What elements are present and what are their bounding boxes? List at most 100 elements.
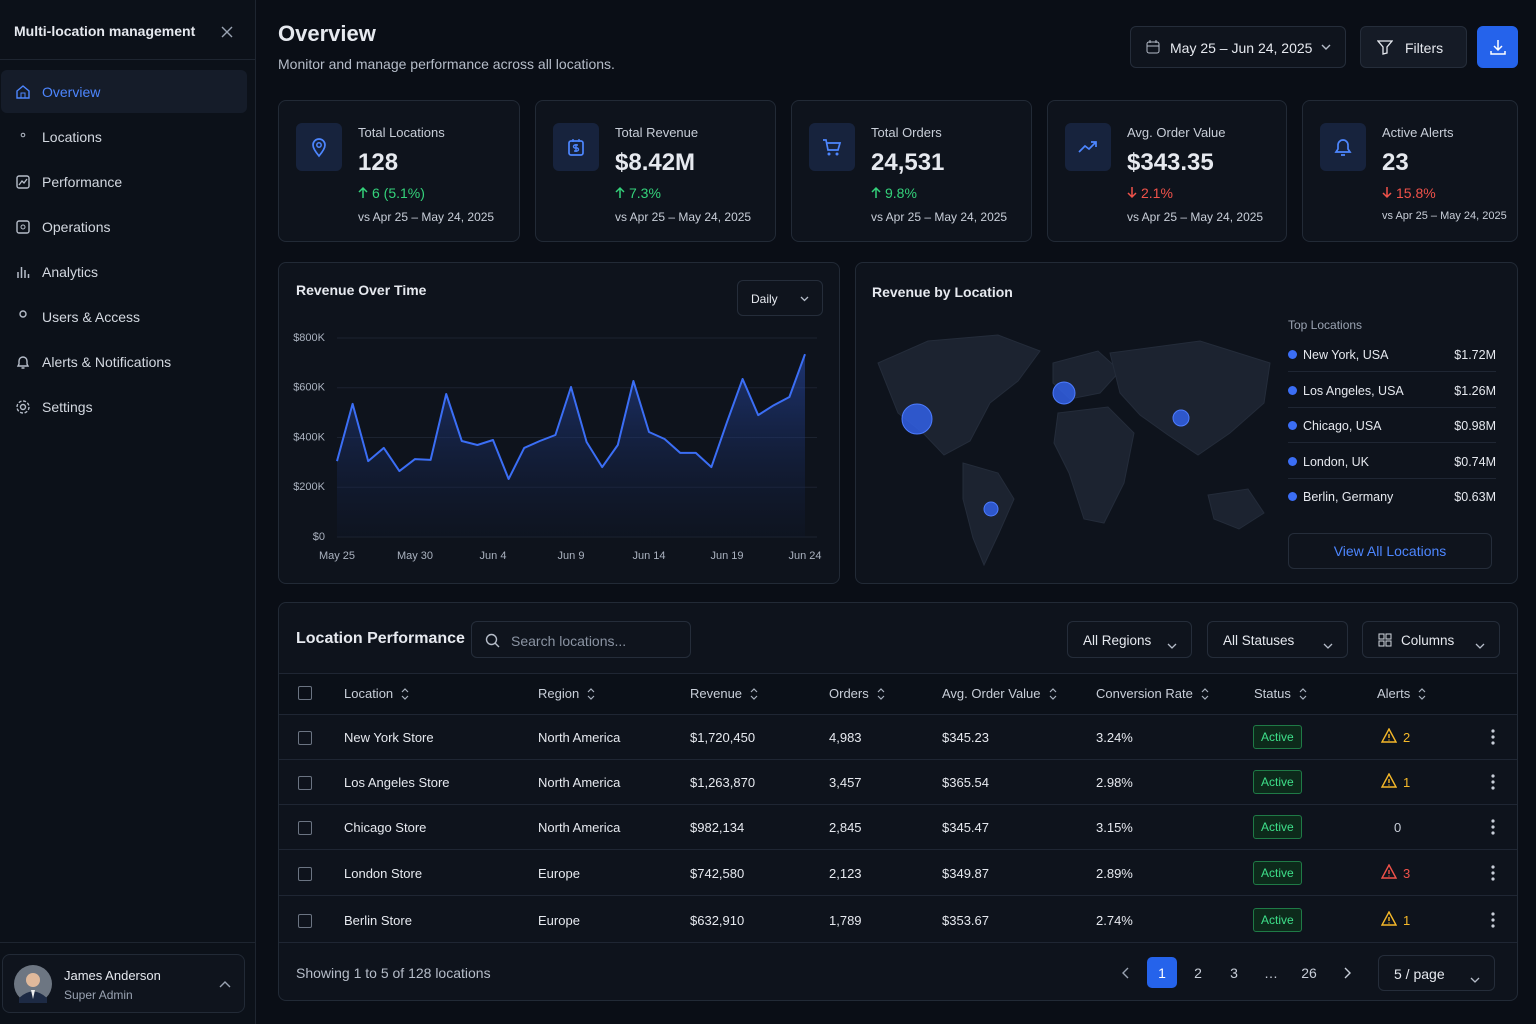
columns-icon-svg	[1378, 633, 1392, 647]
trend-arrow-svg	[358, 186, 368, 198]
trend-arrow-svg	[615, 186, 625, 198]
column-header[interactable]: Location	[344, 686, 394, 701]
nav-icon-svg	[16, 220, 30, 234]
trend-arrow	[1127, 186, 1137, 199]
column-header[interactable]: Revenue	[690, 686, 743, 701]
nav-icon	[15, 399, 31, 415]
kpi-icon-svg	[823, 139, 842, 156]
nav-item[interactable]: Operations	[1, 205, 247, 248]
page-button[interactable]: 3	[1219, 957, 1249, 988]
nav-item[interactable]: Locations	[1, 115, 247, 158]
row-checkbox[interactable]	[298, 867, 312, 881]
next-page	[1344, 966, 1352, 979]
next-page-svg	[1344, 967, 1351, 979]
location-name: London, UK	[1303, 454, 1370, 469]
sidebar-title: Multi-location management	[14, 23, 196, 39]
page-button[interactable]: 26	[1294, 957, 1324, 988]
row-checkbox[interactable]	[298, 776, 312, 790]
column-header[interactable]: Conversion Rate	[1096, 686, 1193, 701]
date-range-picker[interactable]: May 25 – Jun 24, 2025	[1130, 26, 1346, 68]
nav-item[interactable]: Performance	[1, 160, 247, 203]
cell: $982,134	[690, 820, 745, 835]
columns-icon	[1378, 633, 1392, 647]
kpi-card: Total Revenue $8.42M 7.3% vs Apr 25 – May 2…	[535, 100, 776, 242]
filters-button[interactable]: Filters	[1360, 26, 1467, 68]
kpi-comparison: vs Apr 25 – May 24, 2025	[615, 210, 752, 224]
sort-icon-svg	[1299, 688, 1307, 700]
column-header[interactable]: Alerts	[1377, 686, 1411, 701]
kpi-value: 24,531	[871, 149, 945, 176]
chevron	[1167, 637, 1177, 649]
y-tick-label: $800K	[293, 332, 325, 344]
column-header[interactable]: Region	[538, 686, 580, 701]
filter-select[interactable]: Columns	[1362, 621, 1500, 658]
page-button[interactable]: …	[1256, 957, 1286, 988]
page-button[interactable]: 1	[1147, 957, 1177, 988]
sort-icon	[1418, 687, 1426, 700]
x-tick-label: May 25	[319, 550, 355, 562]
column-header[interactable]: Orders	[829, 686, 869, 701]
nav-label: Settings	[42, 399, 93, 415]
user-card[interactable]: James Anderson Super Admin	[2, 954, 245, 1013]
page-label: 1	[1158, 964, 1166, 981]
cell: Berlin Store	[344, 913, 412, 928]
page-size-select[interactable]: 5 / page	[1378, 955, 1495, 991]
row-checkbox[interactable]	[298, 731, 312, 745]
column-header[interactable]: Status	[1254, 686, 1291, 701]
page-button[interactable]: 2	[1183, 957, 1213, 988]
sort-icon	[750, 687, 758, 700]
search-input[interactable]: Search locations...	[471, 621, 691, 658]
nav-item[interactable]: Alerts & Notifications	[1, 340, 247, 383]
row-checkbox[interactable]	[298, 821, 312, 835]
granularity-select[interactable]: Daily	[737, 280, 823, 316]
location-name: Berlin, Germany	[1303, 490, 1394, 505]
status-badge: Active	[1253, 815, 1302, 839]
cell: $632,910	[690, 913, 745, 928]
row-checkbox[interactable]	[298, 914, 312, 928]
column-header[interactable]: Avg. Order Value	[942, 686, 1041, 701]
page-label: 2	[1194, 964, 1202, 981]
sort-icon	[1299, 687, 1307, 700]
filter-select[interactable]: All Statuses	[1207, 621, 1348, 658]
kpi-change: 9.8%	[885, 185, 917, 201]
cell: 1,789	[829, 913, 862, 928]
location-name: New York, USA	[1303, 348, 1389, 362]
alert-count: 1	[1403, 913, 1411, 928]
nav-icon-svg	[16, 175, 30, 189]
cell: $349.87	[942, 866, 989, 881]
filter-label: All Statuses	[1223, 633, 1295, 648]
cell: 4,983	[829, 730, 862, 745]
list-title: Top Locations	[1288, 318, 1363, 332]
alert-icon-svg	[1380, 727, 1398, 743]
cell: New York Store	[344, 730, 434, 745]
continents	[877, 334, 1271, 567]
close-button[interactable]	[221, 26, 233, 38]
kpi-label: Avg. Order Value	[1127, 125, 1226, 140]
row-divider	[279, 804, 1517, 805]
y-tick-label: $0	[313, 531, 325, 543]
select-all-checkbox[interactable]	[298, 686, 312, 700]
filter-select[interactable]: All Regions	[1067, 621, 1192, 658]
nav-label: Overview	[42, 84, 101, 100]
x-tick-label: Jun 4	[480, 550, 507, 562]
nav-item[interactable]: Settings	[1, 385, 247, 428]
page-label: 26	[1301, 964, 1317, 981]
row-menu	[1491, 912, 1495, 928]
kpi-change: 7.3%	[629, 185, 661, 201]
sort-icon-svg	[877, 688, 885, 700]
sort-icon	[401, 687, 409, 700]
view-all-button[interactable]: View All Locations	[1288, 533, 1492, 569]
kpi-card: Total Locations 128 6 (5.1%) vs Apr 25 – Ma…	[278, 100, 520, 242]
download-button[interactable]	[1477, 26, 1518, 68]
alert-count: 0	[1394, 820, 1402, 835]
alert-count: 2	[1403, 730, 1411, 745]
status-badge: Active	[1253, 725, 1302, 749]
row-menu-svg	[1491, 865, 1495, 881]
nav-item[interactable]: Analytics	[1, 250, 247, 293]
nav-item[interactable]: Users & Access	[1, 295, 247, 338]
nav-item[interactable]: Overview	[1, 70, 247, 113]
kpi-label: Active Alerts	[1382, 125, 1454, 140]
kpi-change: 15.8%	[1396, 185, 1436, 201]
